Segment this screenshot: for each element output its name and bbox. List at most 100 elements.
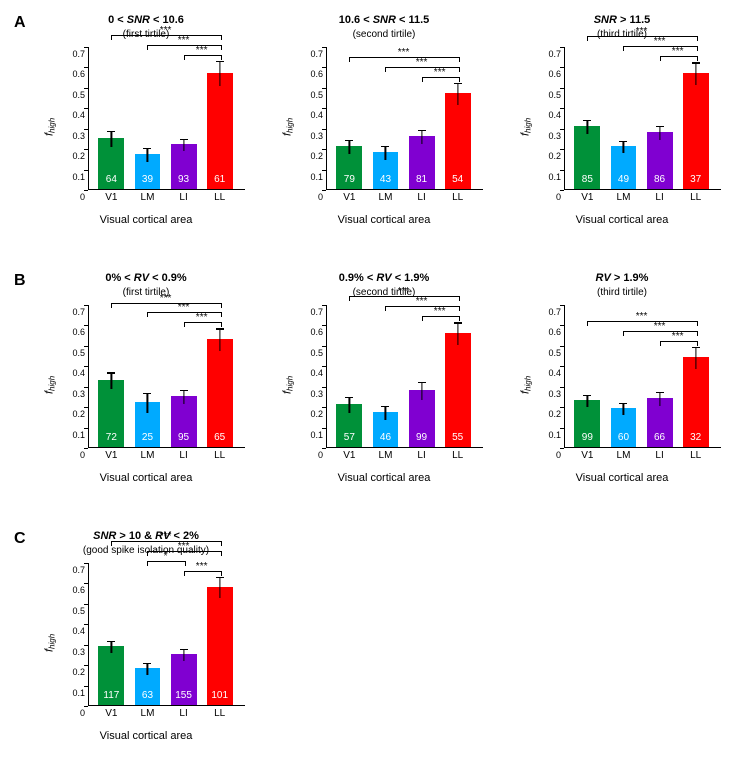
x-tick-label: LI bbox=[417, 192, 425, 203]
significance-stars: *** bbox=[636, 313, 648, 321]
y-tick-label: 0.6 bbox=[72, 327, 85, 341]
y-tick-label: 0.2 bbox=[72, 409, 85, 423]
y-tick bbox=[560, 325, 564, 326]
y-tick bbox=[84, 583, 88, 584]
y-tick bbox=[560, 190, 564, 191]
charts-row: 0% < RV < 0.9%(first tirtile)fhigh72V125… bbox=[42, 272, 726, 484]
error-bar bbox=[457, 83, 458, 105]
x-tick-label: LI bbox=[179, 450, 187, 461]
y-tick-label: 0.7 bbox=[72, 49, 85, 63]
chart-block: SNR > 11.5(third tirtile)fhigh85V149LM86… bbox=[518, 14, 726, 226]
y-axis-label: fhigh bbox=[518, 300, 534, 470]
x-tick-label: LM bbox=[141, 708, 155, 719]
significance-stars: *** bbox=[636, 28, 648, 36]
error-cap bbox=[143, 393, 151, 394]
y-tick bbox=[322, 346, 326, 347]
error-bar bbox=[111, 641, 112, 653]
y-tick bbox=[84, 190, 88, 191]
y-tick-label: 0.4 bbox=[72, 368, 85, 382]
y-tick-label: 0.4 bbox=[548, 110, 561, 124]
significance-stars: *** bbox=[398, 49, 410, 57]
x-tick-label: V1 bbox=[581, 192, 593, 203]
plot: 79V143LM81LI54LL*********00.10.20.30.40.… bbox=[296, 42, 488, 212]
y-tick-label: 0.4 bbox=[310, 368, 323, 382]
y-tick bbox=[84, 448, 88, 449]
y-tick bbox=[560, 67, 564, 68]
chart-block: 10.6 < SNR < 11.5(second tirtile)fhigh79… bbox=[280, 14, 488, 226]
plot-area: 79V143LM81LI54LL********* bbox=[326, 47, 483, 190]
x-tick-label: LI bbox=[655, 450, 663, 461]
bar-n-label: 57 bbox=[336, 432, 362, 443]
y-tick-label: 0.3 bbox=[72, 389, 85, 403]
y-tick-label: 0.7 bbox=[310, 49, 323, 63]
y-tick-label: 0 bbox=[318, 192, 323, 206]
significance-stars: *** bbox=[160, 295, 172, 303]
y-tick bbox=[560, 170, 564, 171]
y-tick-label: 0.1 bbox=[72, 688, 85, 702]
x-tick-label: LL bbox=[214, 708, 225, 719]
error-bar bbox=[457, 322, 458, 344]
bar-n-label: 155 bbox=[171, 690, 197, 701]
panel-row-b: B0% < RV < 0.9%(first tirtile)fhigh72V12… bbox=[14, 272, 734, 484]
y-tick bbox=[84, 325, 88, 326]
chart-block: SNR > 10 & RV < 2%(good spike isolation … bbox=[42, 530, 250, 742]
x-tick-label: V1 bbox=[343, 192, 355, 203]
y-tick-label: 0.5 bbox=[72, 348, 85, 362]
error-bar bbox=[147, 393, 148, 413]
bar-n-label: 55 bbox=[445, 432, 471, 443]
bar-n-label: 43 bbox=[373, 174, 399, 185]
y-tick-label: 0.7 bbox=[310, 307, 323, 321]
bar-n-label: 101 bbox=[207, 690, 233, 701]
error-bar bbox=[147, 148, 148, 162]
bar-n-label: 85 bbox=[574, 174, 600, 185]
figure-page: { "global": { "ylabel": "f", "ylabel_sub… bbox=[0, 0, 744, 763]
y-tick bbox=[322, 325, 326, 326]
y-tick-label: 0.1 bbox=[548, 430, 561, 444]
y-tick-label: 0 bbox=[80, 450, 85, 464]
y-tick bbox=[84, 366, 88, 367]
bar-ll: 61 bbox=[207, 73, 233, 189]
error-cap bbox=[107, 372, 115, 373]
y-tick bbox=[84, 624, 88, 625]
chart-wrap: fhigh117V163LM155LI101LL**********00.10.… bbox=[42, 558, 250, 728]
error-cap bbox=[381, 146, 389, 147]
y-tick bbox=[84, 428, 88, 429]
error-cap bbox=[180, 649, 188, 650]
error-cap bbox=[418, 382, 426, 383]
bar-v1: 85 bbox=[574, 126, 600, 189]
error-bar bbox=[385, 146, 386, 160]
x-tick-label: V1 bbox=[105, 708, 117, 719]
error-cap bbox=[381, 406, 389, 407]
error-bar bbox=[111, 372, 112, 388]
bar-ll: 32 bbox=[683, 357, 709, 447]
x-tick-label: V1 bbox=[343, 450, 355, 461]
y-tick bbox=[322, 305, 326, 306]
y-tick bbox=[84, 67, 88, 68]
y-tick bbox=[322, 149, 326, 150]
error-bar bbox=[183, 390, 184, 404]
error-cap bbox=[656, 392, 664, 393]
bar-n-label: 93 bbox=[171, 174, 197, 185]
x-tick-label: V1 bbox=[105, 192, 117, 203]
error-bar bbox=[695, 62, 696, 84]
bar-n-label: 72 bbox=[98, 432, 124, 443]
y-tick-label: 0.6 bbox=[548, 69, 561, 83]
y-tick bbox=[84, 108, 88, 109]
panel-row-a: A0 < SNR < 10.6(first tirtile)fhigh64V13… bbox=[14, 14, 734, 226]
y-tick-label: 0.1 bbox=[72, 430, 85, 444]
y-axis-label: fhigh bbox=[42, 42, 58, 212]
y-tick-label: 0.6 bbox=[310, 327, 323, 341]
y-tick bbox=[322, 67, 326, 68]
y-tick-label: 0.2 bbox=[72, 667, 85, 681]
error-cap bbox=[216, 61, 224, 62]
error-bar bbox=[111, 131, 112, 147]
y-tick bbox=[322, 170, 326, 171]
error-cap bbox=[692, 347, 700, 348]
y-tick-label: 0.2 bbox=[72, 151, 85, 165]
error-bar bbox=[659, 392, 660, 406]
error-cap bbox=[656, 126, 664, 127]
panel-letter: A bbox=[14, 14, 42, 32]
y-tick bbox=[560, 47, 564, 48]
significance-stars: *** bbox=[160, 533, 172, 541]
chart-wrap: fhigh85V149LM86LI37LL*********00.10.20.3… bbox=[518, 42, 726, 212]
